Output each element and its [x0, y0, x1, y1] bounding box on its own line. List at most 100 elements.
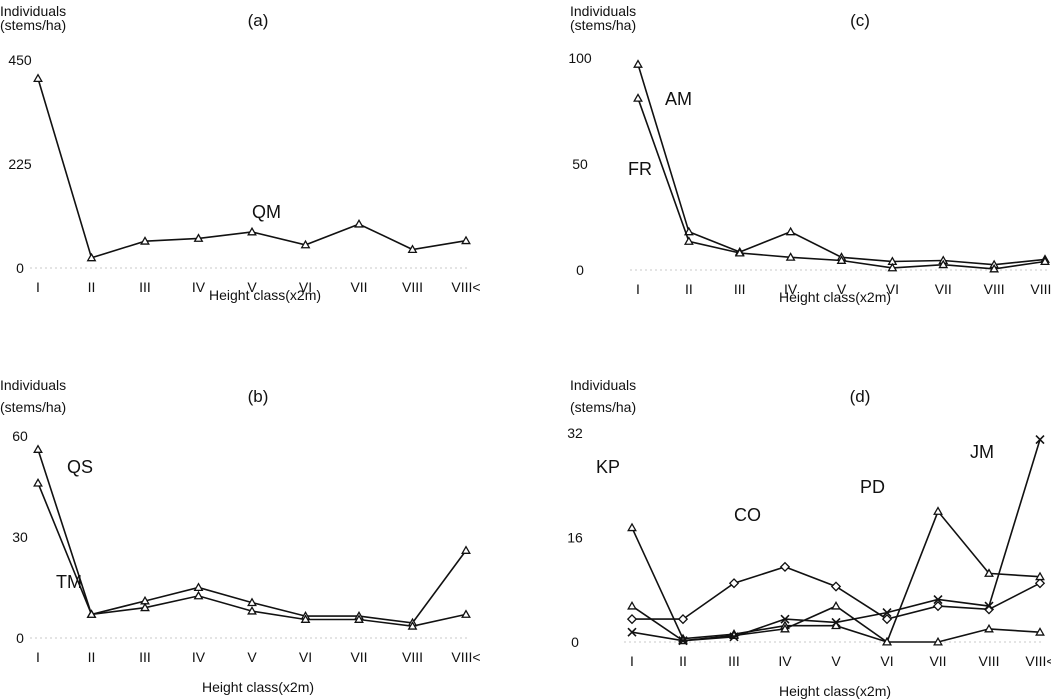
x-tick-label: VII — [929, 653, 946, 669]
x-axis-label: Height class(x2m) — [779, 289, 891, 305]
data-point — [831, 617, 841, 627]
x-axis-label: Height class(x2m) — [779, 683, 891, 699]
data-point — [887, 262, 898, 272]
data-point — [627, 600, 637, 610]
series-line — [37, 449, 467, 624]
data-point — [86, 252, 97, 262]
data-point — [779, 561, 791, 573]
data-point — [627, 522, 637, 532]
data-point — [677, 614, 689, 625]
data-point — [881, 614, 893, 625]
series-am: AM — [633, 59, 1050, 269]
x-tick-label: III — [139, 649, 151, 665]
series-pd: PD — [627, 477, 1045, 646]
data-point — [780, 614, 790, 624]
data-point — [633, 59, 643, 68]
y-axis-label-line-1: Individuals — [0, 377, 66, 393]
x-tick-label: VII — [350, 279, 367, 295]
x-tick-label: III — [728, 653, 740, 669]
panel-label: (b) — [248, 387, 269, 406]
data-point — [933, 636, 943, 646]
data-point — [728, 578, 740, 589]
data-point — [300, 239, 311, 249]
data-point — [407, 244, 418, 254]
data-point — [461, 609, 471, 618]
data-point — [1034, 578, 1046, 589]
y-tick-label: 0 — [576, 262, 584, 278]
data-point — [461, 235, 471, 245]
x-tick-label: V — [247, 279, 257, 295]
data-point — [407, 621, 418, 630]
data-point — [830, 581, 842, 592]
series-kp: KP — [596, 457, 1045, 646]
data-point — [933, 506, 943, 515]
data-point — [461, 545, 471, 554]
series-co: CO — [626, 505, 1046, 625]
series-label: AM — [665, 89, 692, 109]
x-tick-label: VII — [935, 281, 952, 297]
x-tick-label: I — [636, 281, 640, 297]
x-tick-label: III — [734, 281, 746, 297]
y-axis-label-line-1: Individuals — [570, 3, 636, 19]
data-point — [354, 218, 364, 228]
data-point — [831, 600, 841, 610]
x-tick-label: IV — [192, 649, 206, 665]
data-point — [780, 623, 790, 633]
y-tick-label: 0 — [16, 260, 24, 276]
series-line — [632, 566, 1041, 620]
data-point — [932, 600, 944, 612]
data-point — [984, 601, 994, 611]
series-line — [637, 98, 1046, 270]
series-qm: QM — [33, 73, 471, 262]
x-tick-label: V — [837, 281, 847, 297]
series-label: TM — [56, 572, 82, 592]
x-tick-label: VIII — [978, 653, 999, 669]
data-point — [86, 609, 97, 618]
data-point — [33, 73, 43, 82]
series-qs: QS — [33, 444, 471, 627]
series-fr: FR — [628, 93, 1050, 273]
x-tick-label: VII — [350, 649, 367, 665]
data-point — [140, 602, 150, 612]
y-axis-label-line-2: (stems/ha) — [0, 399, 66, 415]
y-tick-label: 450 — [8, 52, 32, 68]
data-point — [1035, 627, 1045, 636]
y-tick-label: 50 — [572, 156, 588, 172]
y-tick-label: 32 — [567, 425, 583, 441]
data-point — [734, 247, 745, 257]
x-tick-label: II — [679, 653, 687, 669]
x-tick-label: II — [685, 281, 693, 297]
data-point — [247, 226, 257, 236]
data-point — [882, 608, 892, 618]
data-point — [33, 478, 43, 487]
data-point — [633, 93, 643, 102]
x-axis-label: Height class(x2m) — [209, 287, 321, 303]
x-tick-label: VI — [886, 281, 899, 297]
x-tick-label: V — [831, 653, 841, 669]
data-point — [627, 627, 637, 637]
x-tick-label: I — [36, 279, 40, 295]
x-tick-label: VI — [299, 279, 312, 295]
x-tick-label: IV — [784, 281, 798, 297]
x-tick-label: VIII — [402, 649, 423, 665]
data-point — [1035, 434, 1045, 445]
x-tick-label: VIII< — [451, 649, 480, 665]
x-tick-label: VIII< — [1030, 281, 1051, 297]
y-axis-label-line-2: (stems/ha) — [570, 399, 636, 415]
data-point — [247, 605, 257, 615]
x-tick-label: II — [88, 279, 96, 295]
data-point — [882, 636, 892, 646]
y-tick-label: 60 — [12, 428, 28, 444]
x-tick-label: I — [630, 653, 634, 669]
data-point — [354, 614, 364, 623]
panel-label: (c) — [850, 11, 870, 30]
data-point — [785, 252, 796, 261]
series-label: KP — [596, 457, 620, 477]
data-point — [989, 263, 1000, 273]
data-point — [678, 636, 688, 646]
x-tick-label: VI — [880, 653, 893, 669]
